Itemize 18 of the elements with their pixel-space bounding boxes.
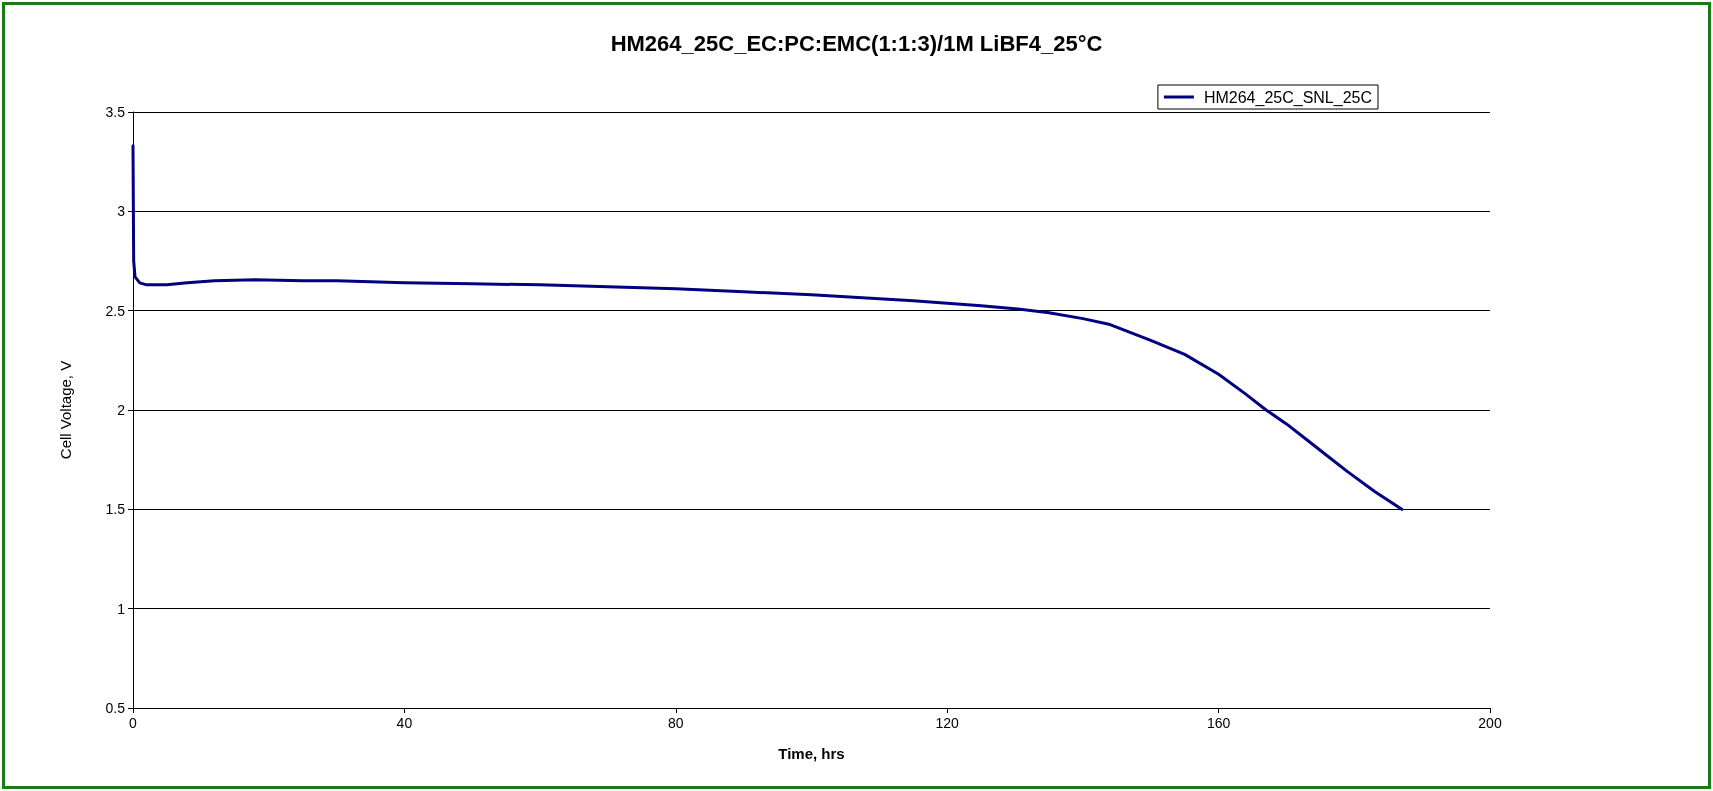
chart-title: HM264_25C_EC:PC:EMC(1:1:3)/1M LiBF4_25°C — [610, 30, 1103, 56]
y-tick-label: 2.5 — [105, 302, 126, 319]
x-tick-label: 80 — [668, 715, 684, 731]
line-series — [131, 144, 1404, 511]
y-axis-title: Cell Voltage, V — [57, 360, 74, 460]
x-tick-label: 120 — [935, 715, 960, 731]
legend-label: HM264_25C_SNL_25C — [1203, 88, 1373, 107]
y-tick-label: 2 — [117, 402, 126, 418]
y-tick-label: 0.5 — [105, 700, 126, 716]
x-tick-label: 0 — [129, 715, 138, 731]
x-tick-label: 200 — [1478, 715, 1502, 731]
y-tick-label: 1.5 — [105, 501, 126, 518]
y-tick-label: 3.5 — [105, 104, 126, 120]
y-tick-label: 1 — [117, 600, 126, 617]
x-tick-label: 40 — [396, 715, 413, 731]
x-axis-title: Time, hrs — [778, 745, 845, 762]
x-tick-label: 160 — [1206, 715, 1231, 731]
y-tick-label: 3 — [117, 203, 126, 220]
